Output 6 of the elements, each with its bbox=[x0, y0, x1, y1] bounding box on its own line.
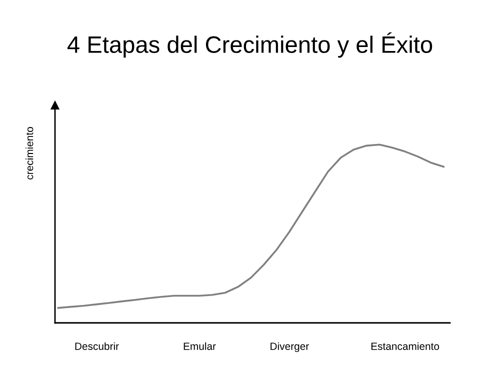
x-tick-label: Diverger bbox=[270, 342, 309, 352]
x-tick-label: Estancamiento bbox=[371, 342, 440, 350]
x-tick-label: Emular bbox=[184, 342, 216, 350]
y-axis-title: crecimiento bbox=[26, 127, 34, 180]
x-tick-label: Descubrir bbox=[75, 342, 119, 350]
chart-title: 4 Etapas del Crecimiento y el Éxito bbox=[67, 32, 432, 58]
